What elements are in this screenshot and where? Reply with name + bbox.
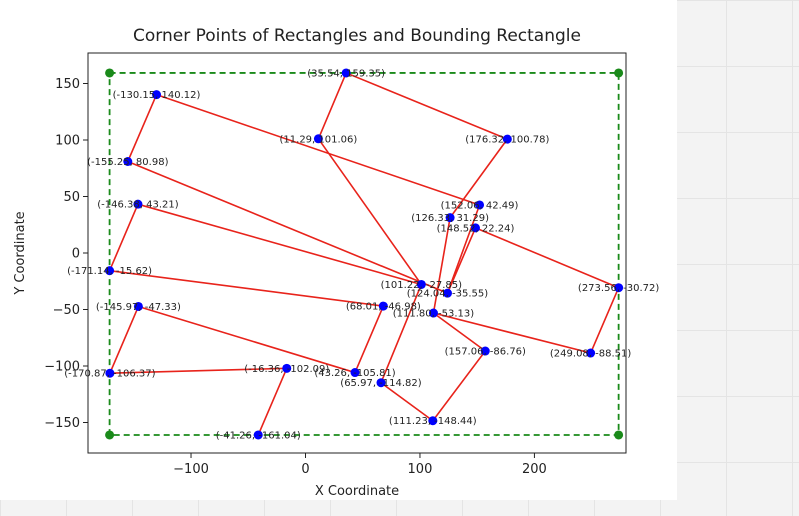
corner-point-label: (152.06, 42.49) bbox=[441, 200, 519, 211]
rectangle-edge bbox=[446, 204, 481, 294]
rectangle-edge bbox=[345, 72, 508, 140]
corner-point bbox=[341, 68, 351, 78]
corner-point-label: (157.06, -86.76) bbox=[445, 347, 526, 358]
rectangle-edge bbox=[127, 94, 158, 162]
corner-point-label: (43.26, -105.81) bbox=[314, 368, 395, 379]
y-tick-label: −100 bbox=[44, 359, 80, 374]
rectangle-edge bbox=[432, 350, 486, 422]
plot-area bbox=[87, 52, 627, 454]
x-tick-label: 200 bbox=[522, 462, 547, 477]
corner-point-label: (148.52, 22.24) bbox=[437, 223, 515, 234]
corner-point-label: (-170.87, -106.37) bbox=[64, 369, 155, 380]
rectangle-edge bbox=[156, 93, 480, 206]
corner-point bbox=[614, 283, 624, 293]
bounding-corner-point bbox=[105, 68, 115, 78]
rectangle-edge bbox=[432, 312, 486, 352]
corner-point bbox=[442, 288, 452, 298]
corner-point-label: (101.22, -27.85) bbox=[381, 280, 462, 291]
corner-point bbox=[253, 430, 263, 440]
corner-point-label: (111.80, -53.13) bbox=[393, 309, 474, 320]
corner-point bbox=[105, 368, 115, 378]
corner-point bbox=[378, 301, 388, 311]
corner-point-label: (65.97, -114.82) bbox=[340, 378, 421, 389]
rectangle-edge bbox=[589, 287, 620, 354]
rectangle-edge bbox=[380, 284, 423, 384]
point-labels: (-130.15, 140.12) (152.06, 42.49) (124.04,… bbox=[64, 68, 659, 441]
corner-points bbox=[105, 68, 624, 440]
corner-point bbox=[152, 90, 162, 100]
corner-point bbox=[105, 266, 115, 276]
corner-point-label: (11.29, 101.06) bbox=[280, 134, 358, 145]
corner-point-label: (-16.36, -102.09) bbox=[244, 364, 329, 375]
corner-point bbox=[502, 134, 512, 144]
axis-ticks: −100 0 100 200 −150 −100 −50 0 50 100 150 bbox=[44, 77, 547, 477]
corner-point bbox=[123, 156, 133, 166]
rectangle-edge bbox=[109, 367, 287, 374]
rectangle-edge bbox=[109, 269, 384, 307]
y-tick-label: 100 bbox=[55, 134, 80, 149]
rectangle-edge bbox=[380, 382, 434, 422]
corner-point bbox=[428, 416, 438, 426]
rectangle-edge bbox=[475, 227, 619, 289]
corner-point bbox=[313, 134, 323, 144]
y-tick-label: −150 bbox=[44, 416, 80, 431]
rectangle-edge bbox=[138, 305, 356, 374]
corner-point-label: (-146.38, 43.21) bbox=[97, 200, 178, 211]
corner-point bbox=[282, 363, 292, 373]
x-tick-label: 100 bbox=[408, 462, 433, 477]
bounding-corner-point bbox=[614, 68, 624, 78]
corner-point-label: (-155.25, 80.98) bbox=[87, 157, 168, 168]
corner-point-label: (35.54, 159.35) bbox=[307, 68, 385, 79]
corner-point bbox=[470, 223, 480, 233]
corner-point-label: (-130.15, 140.12) bbox=[113, 90, 201, 101]
corner-point bbox=[416, 279, 426, 289]
rectangle-edge bbox=[446, 227, 477, 294]
rectangle-edge bbox=[354, 305, 385, 373]
corner-point-label: (-41.26, -161.04) bbox=[216, 430, 301, 441]
rectangle-edge bbox=[127, 160, 448, 294]
rectangle-edges bbox=[108, 72, 620, 436]
corner-point bbox=[586, 348, 596, 358]
y-tick-label: −50 bbox=[53, 303, 80, 318]
corner-point-label: (-145.97, -47.33) bbox=[96, 302, 181, 313]
bounding-rectangle-outline bbox=[108, 72, 620, 436]
corner-point bbox=[428, 308, 438, 318]
x-tick-label: 0 bbox=[301, 462, 309, 477]
rectangle-edge bbox=[109, 306, 140, 374]
x-tick-label: −100 bbox=[173, 462, 209, 477]
rectangle-edge bbox=[433, 312, 591, 354]
corner-point bbox=[445, 213, 455, 223]
corner-point-label: (124.04, -35.55) bbox=[407, 289, 488, 300]
corner-point-label: (273.56, -30.72) bbox=[578, 283, 659, 294]
y-tick-label: 0 bbox=[72, 247, 80, 262]
rectangle-edge bbox=[137, 203, 422, 286]
corner-point bbox=[350, 368, 360, 378]
x-axis-label: X Coordinate bbox=[315, 484, 399, 499]
y-tick-label: 50 bbox=[63, 190, 80, 205]
corner-point-label: (111.23, -148.44) bbox=[389, 416, 477, 427]
corner-point-label: (68.01, -46.98) bbox=[346, 302, 421, 313]
chart-title: Corner Points of Rectangles and Bounding… bbox=[133, 26, 581, 46]
rectangle-edge bbox=[257, 368, 288, 436]
bounding-corner-point bbox=[614, 430, 624, 440]
y-tick-label: 150 bbox=[55, 77, 80, 92]
y-axis-label: Y Coordinate bbox=[13, 211, 28, 295]
corner-point bbox=[376, 378, 386, 388]
corner-point-label: (126.33, 31.29) bbox=[411, 213, 489, 224]
rectangle-edge bbox=[449, 138, 508, 219]
corner-point-label: (249.08, -88.51) bbox=[550, 349, 631, 360]
bounding-corner-point bbox=[105, 430, 115, 440]
corner-point bbox=[133, 199, 143, 209]
rectangle-edge bbox=[317, 138, 423, 285]
corner-point bbox=[475, 200, 485, 210]
corner-point-label: (176.32, 100.78) bbox=[465, 135, 549, 146]
rectangle-edge bbox=[432, 217, 451, 314]
corner-point-label: (-171.14, -15.62) bbox=[67, 266, 152, 277]
rectangle-edge bbox=[317, 72, 347, 140]
corner-point bbox=[480, 346, 490, 356]
bounding-rectangle bbox=[105, 68, 624, 440]
corner-point bbox=[133, 301, 143, 311]
rectangle-edge bbox=[108, 203, 139, 271]
